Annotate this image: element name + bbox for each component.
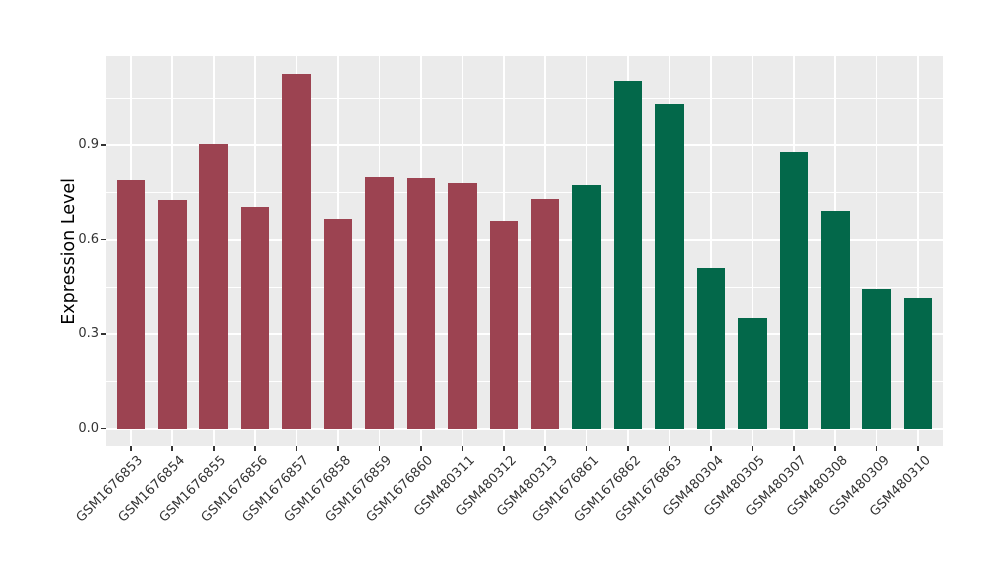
y-tick-label: 0.3 xyxy=(78,326,99,342)
x-tick-mark xyxy=(212,446,215,451)
y-axis-title-text: Expression Level xyxy=(59,177,79,325)
gridline-major-y xyxy=(106,144,943,147)
x-tick-mark xyxy=(627,446,629,451)
bar-GSM1676855 xyxy=(199,143,228,429)
bar-GSM1676853 xyxy=(116,179,146,429)
bar-GSM480308 xyxy=(821,211,850,429)
bar-GSM1676859 xyxy=(365,176,394,429)
x-tick-mark xyxy=(751,446,754,451)
bar-GSM1676856 xyxy=(240,206,270,429)
y-tick-label: 0.9 xyxy=(78,137,99,153)
bar-GSM480310 xyxy=(903,297,933,429)
gridline-minor-y xyxy=(106,97,943,99)
bar-GSM1676862 xyxy=(613,80,643,429)
bar-GSM1676858 xyxy=(323,219,353,429)
y-tick-mark xyxy=(101,333,106,335)
bar-GSM480313 xyxy=(530,198,560,429)
y-tick-label: 0.6 xyxy=(78,231,99,247)
bar-GSM480305 xyxy=(738,318,767,429)
x-tick-mark xyxy=(710,446,712,451)
bar-GSM480304 xyxy=(696,268,726,429)
y-tick-mark xyxy=(101,144,106,146)
bar-GSM480312 xyxy=(489,220,519,429)
y-tick-mark xyxy=(101,238,106,241)
y-axis-title: Expression Level xyxy=(52,56,86,446)
x-tick-mark xyxy=(834,446,837,451)
x-tick-mark xyxy=(544,446,546,451)
x-tick-mark xyxy=(378,446,381,451)
bar-GSM480307 xyxy=(779,152,809,429)
x-tick-mark xyxy=(295,446,298,451)
bar-GSM1676860 xyxy=(406,177,436,429)
gridline-major-y xyxy=(106,427,943,430)
x-tick-mark xyxy=(171,446,174,451)
gridline-major-x xyxy=(875,56,878,446)
gridline-minor-y xyxy=(106,192,943,193)
plot-panel xyxy=(106,56,943,446)
bar-GSM1676861 xyxy=(572,184,601,429)
x-tick-mark xyxy=(502,446,505,451)
bar-GSM1676854 xyxy=(158,200,187,429)
x-tick-mark xyxy=(130,446,132,451)
bar-GSM480311 xyxy=(448,183,477,429)
x-tick-mark xyxy=(254,446,256,451)
gridline-major-y xyxy=(106,238,943,241)
gridline-major-y xyxy=(106,333,943,336)
gridline-minor-y xyxy=(106,381,943,382)
x-tick-mark xyxy=(585,446,588,451)
x-tick-mark xyxy=(917,446,919,451)
x-tick-mark xyxy=(420,446,422,451)
bar-GSM1676863 xyxy=(655,104,684,429)
x-tick-mark xyxy=(875,446,878,451)
gridline-major-x xyxy=(917,56,919,446)
y-tick-mark xyxy=(101,427,106,430)
gridline-minor-y xyxy=(106,286,943,288)
y-tick-label: 0.0 xyxy=(78,420,99,436)
x-tick-mark xyxy=(337,446,339,451)
bar-GSM1676857 xyxy=(282,74,311,429)
x-tick-mark xyxy=(793,446,795,451)
x-tick-mark xyxy=(461,446,464,451)
bar-GSM480309 xyxy=(862,288,891,429)
gridline-major-x xyxy=(710,56,712,446)
x-tick-mark xyxy=(668,446,671,451)
gridline-major-x xyxy=(751,56,754,446)
